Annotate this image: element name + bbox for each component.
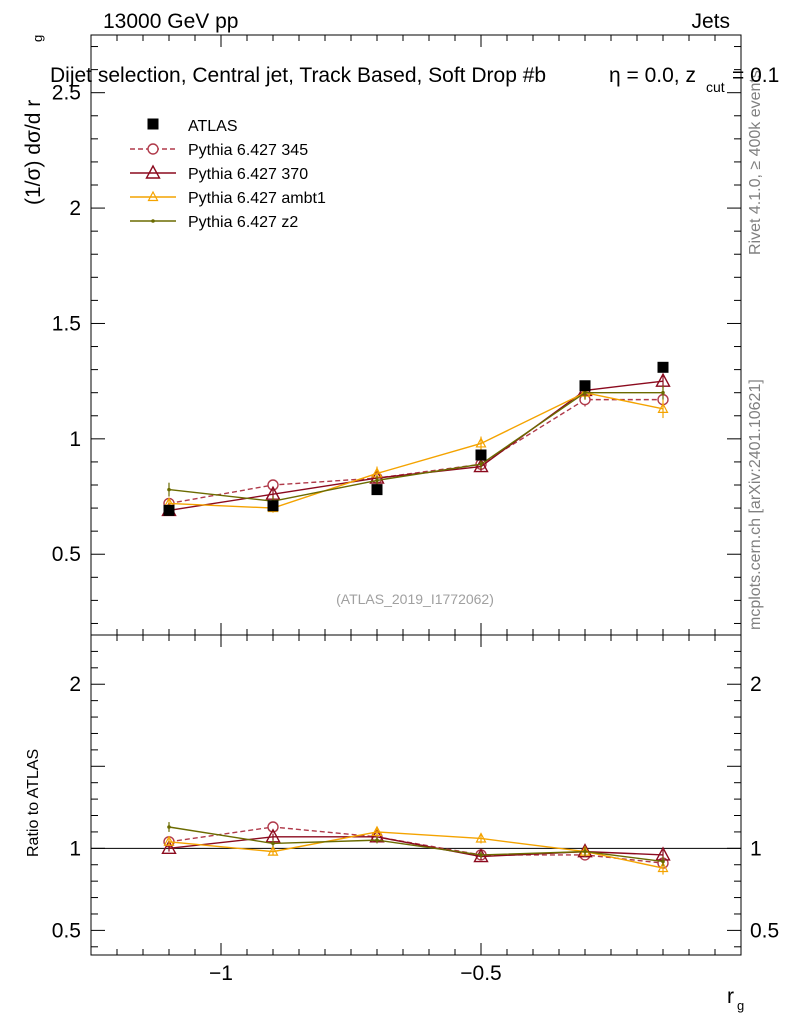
series-2 (161, 372, 671, 863)
ratio-tick-label-right: 2 (750, 673, 762, 696)
y-tick-label: 2.5 (52, 82, 81, 105)
ratio-point (479, 853, 483, 857)
ratio-panel-frame (90, 634, 742, 956)
series-4 (167, 385, 665, 867)
axis-tick-labels: −1 −0.5 0.5 1 1.5 2 2.5 0.5 0.5 1 1 2 2 (52, 82, 779, 985)
ratio-point (167, 825, 171, 829)
x-tick-label: −1 (209, 962, 233, 985)
y-tick-label: 2 (69, 197, 81, 220)
legend-marker (147, 118, 159, 130)
legend-marker (147, 143, 159, 155)
ratio-point (661, 859, 665, 864)
y-axis-label-main: (1/σ) dσ/d r (22, 100, 45, 205)
legend-marker (147, 190, 159, 202)
ratio-tick-label: 0.5 (52, 919, 81, 942)
series-point (473, 458, 489, 473)
data-point (579, 380, 591, 392)
ratio-point (267, 821, 279, 833)
series-point (479, 462, 483, 467)
ratio-point (473, 848, 489, 863)
ratio-line (168, 826, 664, 863)
legend-label: Pythia 6.427 z2 (188, 214, 298, 231)
ratio-point (271, 841, 275, 846)
series-point (657, 402, 669, 413)
ratio-axis-label: Ratio to ATLAS (25, 749, 42, 857)
y-tick-label: 1.5 (52, 312, 81, 335)
data-point (371, 484, 383, 496)
ratio-line (168, 831, 664, 869)
mcplots-label: mcplots.cern.ch [arXiv:2401.10621] (747, 379, 764, 630)
series-line (168, 391, 663, 502)
x-axis-label: r (727, 985, 734, 1008)
ratio-line (168, 826, 664, 864)
y-axis-label-sub: g (30, 35, 45, 42)
data-point (163, 504, 175, 516)
ratio-point (375, 838, 379, 842)
chart-title-tail: η = 0.0, z (609, 64, 696, 87)
data-point (267, 500, 279, 512)
x-tick-label: −0.5 (460, 962, 501, 985)
series-point (475, 437, 487, 448)
ratio-point (657, 861, 669, 873)
legend-label: Pythia 6.427 370 (188, 166, 308, 183)
y-tick-label: 1 (69, 428, 81, 451)
series-3 (163, 385, 669, 875)
legend-marker (151, 219, 155, 223)
ratio-point (163, 835, 175, 846)
watermark: (ATLAS_2019_I1772062) (336, 591, 494, 607)
series-line (168, 391, 664, 509)
legend-label: ATLAS (188, 118, 238, 135)
axis-ticks (91, 35, 742, 955)
ratio-point (583, 849, 587, 854)
series-point (375, 478, 379, 483)
ratio-point (371, 825, 383, 837)
data-series (163, 361, 669, 516)
legend-label: Pythia 6.427 345 (188, 142, 308, 159)
header-left: 13000 GeV pp (103, 10, 238, 33)
series-point (583, 390, 587, 395)
ratio-tick-label: 1 (69, 837, 81, 860)
series-1 (163, 392, 669, 869)
legend-label: Pythia 6.427 ambt1 (188, 190, 326, 207)
ratio-tick-label-right: 1 (750, 837, 762, 860)
ratio-point (161, 839, 177, 855)
series-point (661, 390, 665, 395)
rivet-label: Rivet 4.1.0, ≥ 400k events (747, 70, 764, 255)
data-point (475, 449, 487, 461)
series-line (168, 398, 663, 505)
legend: ATLAS Pythia 6.427 345 Pythia 6.427 370 Pyt… (130, 118, 326, 231)
series-point (167, 487, 171, 492)
header-right: Jets (691, 10, 730, 33)
y-axis-label: (1/σ) dσ/d r g (22, 35, 45, 205)
ratio-point (267, 845, 279, 856)
chart-title-end: = 0.1 (732, 64, 779, 87)
series-layer (161, 361, 671, 875)
chart-title-sub: cut (706, 79, 725, 95)
y-tick-label: 0.5 (52, 543, 81, 566)
ratio-tick-label-right: 0.5 (750, 919, 779, 942)
chart-title: Dijet selection, Central jet, Track Base… (50, 64, 546, 87)
ratio-point (475, 832, 487, 843)
data-point (657, 361, 669, 373)
ratio-line (168, 836, 664, 858)
x-axis-label-sub: g (737, 998, 744, 1013)
ratio-tick-label: 2 (69, 673, 81, 696)
legend-marker (145, 164, 161, 179)
